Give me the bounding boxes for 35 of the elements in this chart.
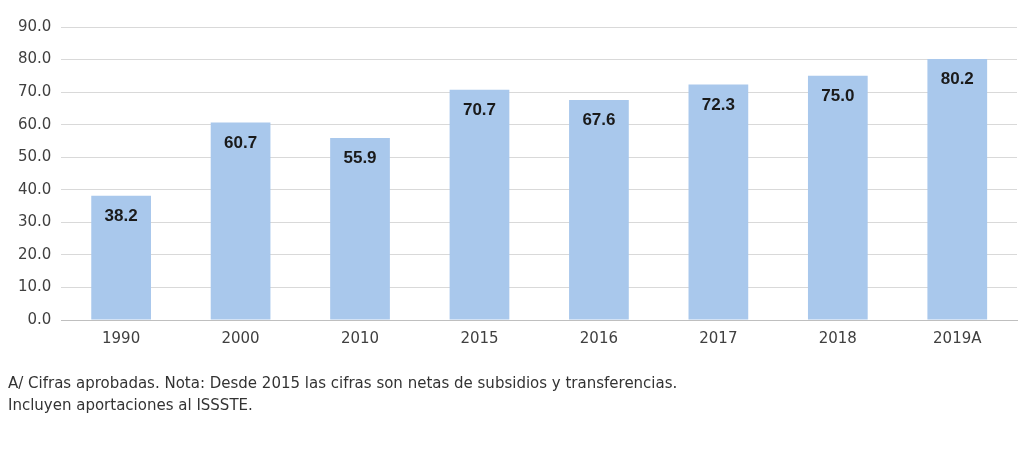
y-tick-label: 90.0	[17, 16, 52, 35]
bar	[91, 195, 151, 320]
x-tick-label: 2017	[699, 328, 738, 347]
bar	[688, 84, 749, 320]
y-tick-label: 30.0	[17, 212, 52, 231]
data-label: 60.7	[224, 132, 258, 152]
bar	[927, 58, 988, 320]
x-tick-label: 2016	[579, 328, 619, 347]
y-tick-label: 80.0	[17, 49, 52, 68]
bar	[449, 89, 510, 320]
x-tick-label: 2010	[340, 328, 380, 347]
data-label: 75.0	[821, 86, 855, 106]
y-tick-label: 20.0	[17, 244, 52, 263]
bar	[807, 75, 868, 320]
y-tick-label: 10.0	[17, 277, 52, 296]
x-tick-label: 1990	[102, 328, 141, 347]
x-tick-label: 2019A	[933, 328, 983, 347]
bar	[210, 122, 271, 320]
y-tick-label: 70.0	[17, 82, 52, 100]
data-label: 55.9	[343, 148, 377, 168]
data-label: 38.2	[104, 205, 138, 225]
bar	[569, 99, 629, 320]
data-label: 70.7	[462, 100, 497, 120]
x-tick-label: 2015	[460, 328, 499, 347]
x-tick-label: 2018	[818, 328, 857, 347]
data-label: 80.2	[940, 69, 974, 89]
data-label: 67.6	[582, 110, 616, 130]
bar	[330, 138, 390, 320]
text: A/ Cifras aprobadas. Nota: Desde 2015 las cifras son netas de subsidios y transferencias. Incluyen aportaciones al ISSSTE.	[8, 373, 679, 416]
x-tick-label: 2000	[221, 328, 260, 347]
y-tick-label: 50.0	[17, 147, 52, 166]
y-tick-label: 0.0	[27, 309, 52, 328]
y-tick-label: 60.0	[17, 114, 52, 133]
y-tick-label: 40.0	[17, 179, 52, 198]
data-label: 72.3	[701, 94, 735, 114]
